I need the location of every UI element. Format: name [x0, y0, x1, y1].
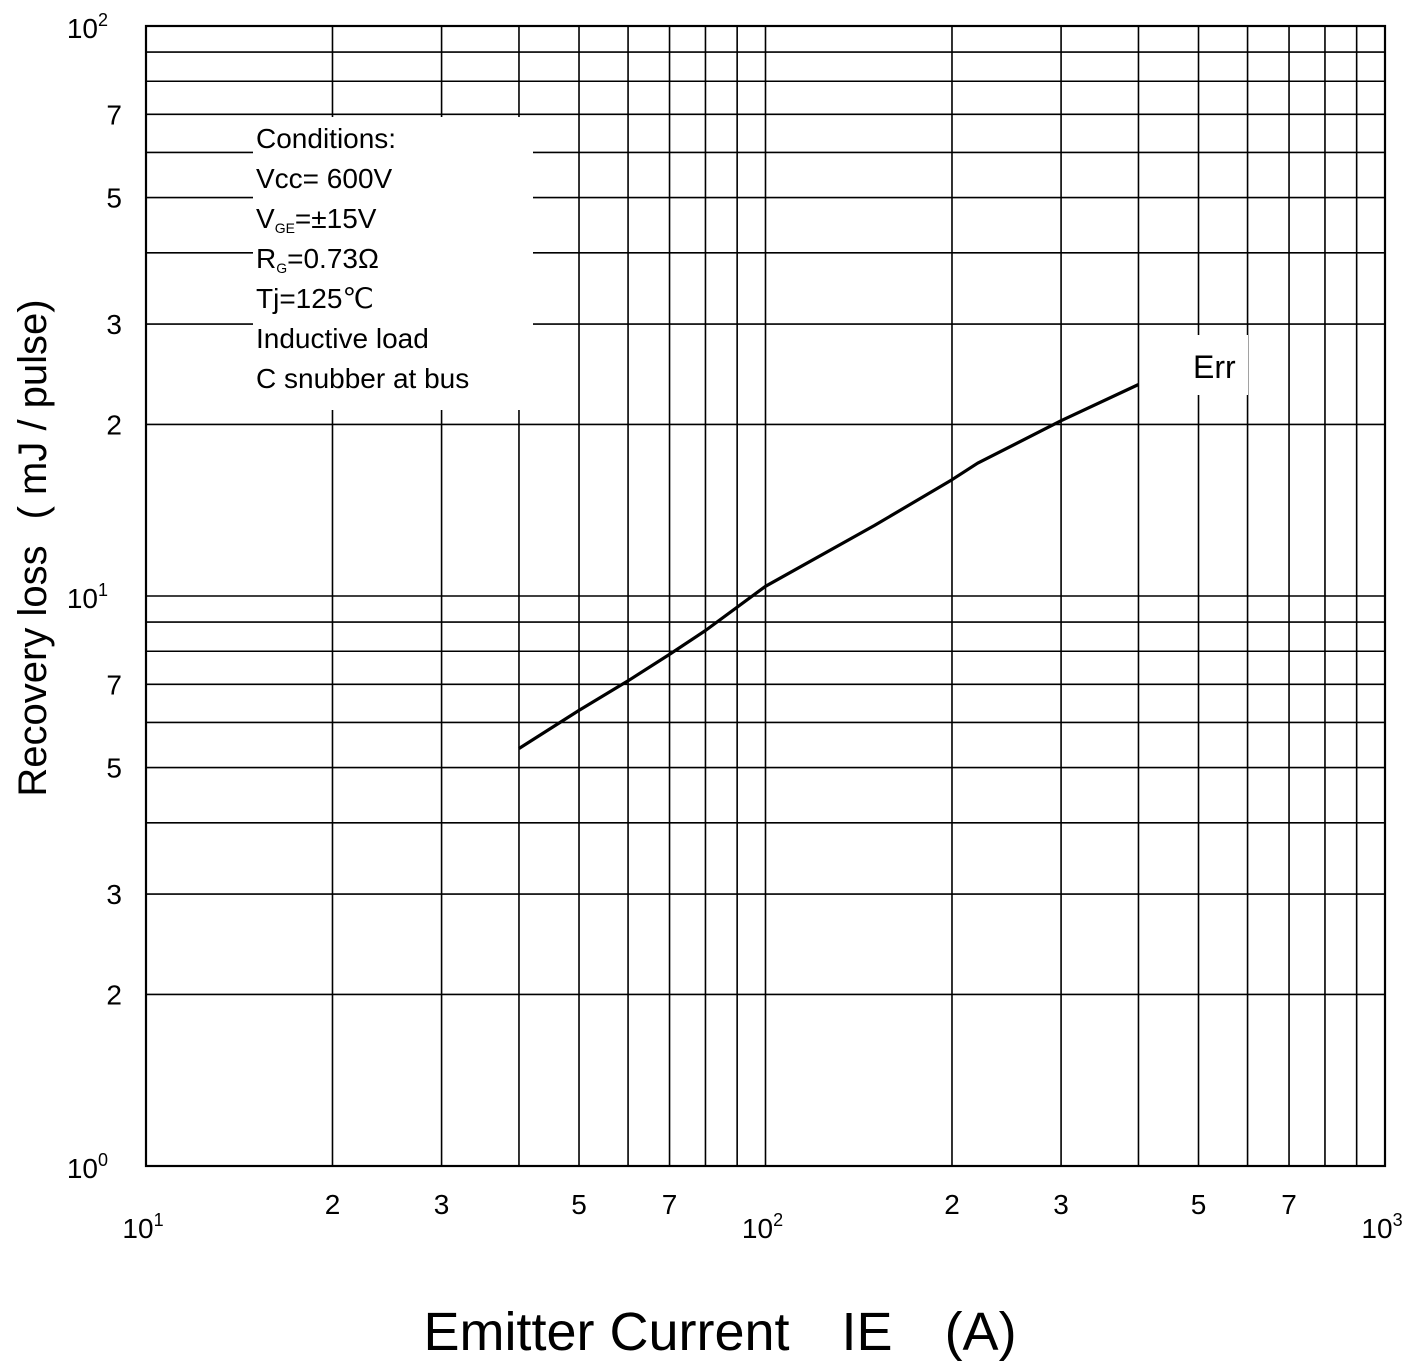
- x-tick-label: 103: [1361, 1210, 1402, 1244]
- conditions-line: Tj=125℃: [256, 283, 374, 314]
- x-tick-label: 5: [571, 1189, 587, 1220]
- y-tick-label: 2: [106, 979, 122, 1010]
- conditions-box: [253, 117, 533, 410]
- y-tick-label: 3: [106, 309, 122, 340]
- y-tick-label: 7: [106, 99, 122, 130]
- y-tick-label: 100: [67, 1150, 108, 1184]
- conditions-line: Conditions:: [256, 123, 396, 154]
- x-tick-label: 2: [325, 1189, 341, 1220]
- plot-frame-rect: [144, 24, 1387, 1168]
- series-label-bg: [1140, 335, 1248, 395]
- x-tick-label: 7: [662, 1189, 678, 1220]
- conditions-line: C snubber at bus: [256, 363, 469, 394]
- grid: [146, 26, 1385, 1166]
- y-tick-label: 5: [106, 183, 122, 214]
- y-axis-title: Recovery loss( mJ / pulse): [11, 299, 55, 796]
- y-tick-label: 7: [106, 669, 122, 700]
- conditions-line: Vcc= 600V: [256, 163, 393, 194]
- x-tick-label: 3: [1053, 1189, 1069, 1220]
- series-label-err: Err: [1193, 349, 1236, 385]
- x-tick-label: 102: [742, 1210, 783, 1244]
- y-tick-label: 102: [67, 10, 108, 44]
- y-tick-label: 101: [67, 580, 108, 614]
- x-tick-label: 3: [434, 1189, 450, 1220]
- x-axis-title: Emitter Current IE (A): [423, 1302, 1016, 1362]
- x-tick-label: 101: [122, 1210, 163, 1244]
- y-tick-label: 2: [106, 409, 122, 440]
- conditions-line: Inductive load: [256, 323, 429, 354]
- series-line-err: [518, 383, 1140, 750]
- x-tick-label: 5: [1191, 1189, 1207, 1220]
- conditions-line: VGE=±15V: [256, 203, 377, 236]
- y-tick-label: 3: [106, 879, 122, 910]
- y-tick-label: 5: [106, 753, 122, 784]
- x-tick-label: 7: [1281, 1189, 1297, 1220]
- labels: Err 101 2 3 5 7 102 2 3 5 7 103 100 2 3 5 7 101 2 3 5 7 102 Con…: [11, 10, 1403, 1362]
- conditions-line: RG=0.73Ω: [256, 243, 379, 276]
- series-layer: [518, 383, 1140, 750]
- plot-frame: [144, 24, 1387, 1168]
- x-tick-label: 2: [944, 1189, 960, 1220]
